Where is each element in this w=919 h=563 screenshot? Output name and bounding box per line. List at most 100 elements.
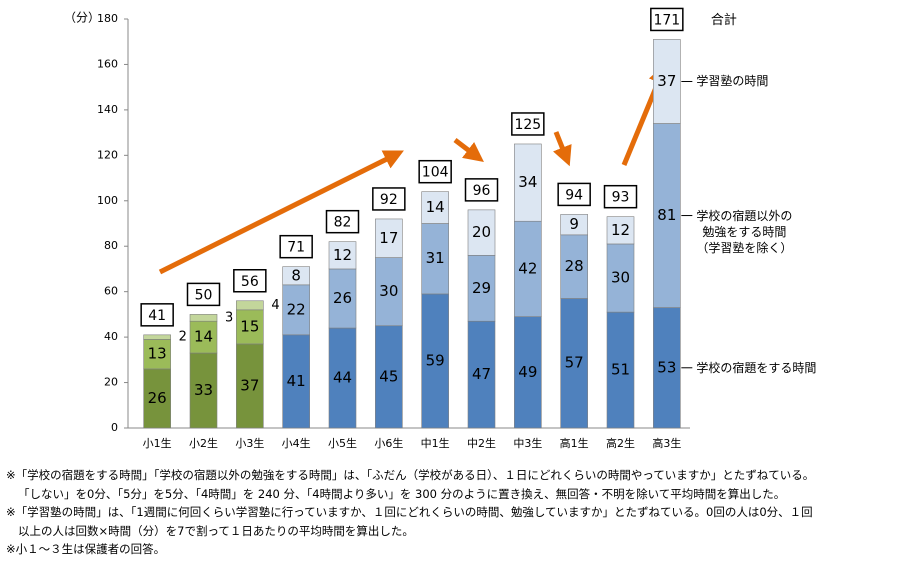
total-box xyxy=(372,187,406,211)
data-label: 15 xyxy=(240,317,259,335)
legend-label: 学校の宿題以外の 勉強をする時間 （学習塾を除く） xyxy=(696,208,793,255)
total-box xyxy=(511,112,545,136)
footnote: ※「学習塾の時間」は、「1週間に何回くらい学習塾に行っていますか、１回にどれくら… xyxy=(6,505,813,519)
data-label: 30 xyxy=(611,269,630,287)
footnote: ※「学校の宿題をする時間」「学校の宿題以外の勉強をする時間」は、「ふだん（学校が… xyxy=(6,468,815,482)
y-tick-label: 160 xyxy=(97,57,118,70)
bar-segment xyxy=(375,218,403,258)
y-tick-label: 40 xyxy=(104,330,118,343)
data-label: 17 xyxy=(379,229,398,247)
bar-segment xyxy=(143,334,171,340)
bar-segment xyxy=(143,368,171,429)
y-tick-label: 0 xyxy=(111,421,118,434)
bar-segment xyxy=(606,311,635,429)
data-label: 47 xyxy=(472,365,491,383)
data-label: 28 xyxy=(565,257,584,275)
legend-label: 学校の宿題をする時間 xyxy=(696,360,817,375)
data-label: 2 xyxy=(179,330,187,345)
bar-segment xyxy=(282,266,310,286)
bar-segment xyxy=(653,123,681,308)
total-box xyxy=(650,7,684,32)
x-tick-label: 中1生 xyxy=(421,436,450,450)
bar-segment xyxy=(375,257,403,327)
bar-segment xyxy=(514,316,542,429)
bar-segment xyxy=(467,209,496,256)
data-label: 26 xyxy=(333,289,352,307)
data-label: 3 xyxy=(225,310,233,325)
data-label: 59 xyxy=(426,351,445,369)
data-label: 13 xyxy=(148,345,167,363)
data-label: 41 xyxy=(287,372,306,390)
total-label: 82 xyxy=(334,215,352,231)
data-label: 81 xyxy=(657,206,676,224)
total-label: 104 xyxy=(422,165,449,181)
y-tick-label: 180 xyxy=(97,12,118,25)
data-label: 34 xyxy=(518,173,537,191)
bar-segment xyxy=(189,314,218,322)
y-tick-label: 100 xyxy=(97,194,118,207)
data-label: 30 xyxy=(379,282,398,300)
total-box xyxy=(140,303,174,327)
total-label: 93 xyxy=(612,190,630,206)
trend-arrow xyxy=(453,138,484,163)
total-box xyxy=(325,209,360,234)
bar-segment xyxy=(467,255,496,322)
bar-segment xyxy=(560,298,588,429)
total-label: 125 xyxy=(514,117,541,133)
data-label: 12 xyxy=(611,221,630,239)
data-label: 26 xyxy=(148,389,167,407)
data-label: 31 xyxy=(426,249,445,267)
data-label: 4 xyxy=(271,298,279,313)
bar-segment xyxy=(467,320,496,429)
total-box xyxy=(233,269,267,293)
bar-segment xyxy=(236,300,264,311)
data-label: 33 xyxy=(194,381,213,399)
data-label: 37 xyxy=(240,376,259,394)
total-label: 94 xyxy=(565,187,583,203)
bar-segment xyxy=(560,234,588,299)
total-label: 96 xyxy=(473,183,491,199)
x-tick-label: 中3生 xyxy=(513,436,542,450)
total-box xyxy=(464,178,499,202)
data-label: 8 xyxy=(291,266,301,284)
total-label: 71 xyxy=(287,240,305,256)
x-tick-label: 小5生 xyxy=(328,436,357,450)
total-box xyxy=(557,182,591,207)
bar-segment xyxy=(514,143,542,222)
footnote: 以上の人は回数×時間（分）を7で割って１日あたりの平均時間を算出した。 xyxy=(18,523,414,538)
x-tick-label: 小6生 xyxy=(374,436,403,450)
bar-segment xyxy=(236,343,264,429)
total-box xyxy=(186,282,221,307)
total-label: 41 xyxy=(148,308,166,324)
data-label: 22 xyxy=(287,300,306,318)
data-label: 51 xyxy=(611,361,630,379)
bar-segment xyxy=(421,191,449,224)
data-label: 44 xyxy=(333,369,352,387)
trend-arrow xyxy=(553,131,572,167)
bar-segment xyxy=(375,325,403,429)
data-label: 37 xyxy=(657,72,676,90)
y-tick-label: 140 xyxy=(97,103,118,116)
footnote: 「しない」を0分、「5分」を5分、「4時間」を 240 分、「4時間より多い」を… xyxy=(18,486,786,501)
data-label: 20 xyxy=(472,223,491,241)
x-tick-label: 高2生 xyxy=(606,436,635,450)
total-label: 50 xyxy=(195,287,213,303)
x-tick-label: 小1生 xyxy=(143,436,172,450)
footnote: ※小１～３生は保護者の回答。 xyxy=(6,542,166,556)
data-label: 57 xyxy=(565,354,584,372)
data-label: 9 xyxy=(569,215,579,233)
bar-segment xyxy=(606,243,635,313)
total-label: 92 xyxy=(380,192,398,208)
total-box xyxy=(418,159,452,184)
bar-segment xyxy=(189,352,218,429)
y-tick-label: 120 xyxy=(97,148,118,161)
x-tick-label: 高3生 xyxy=(652,436,681,450)
data-label: 29 xyxy=(472,279,491,297)
bar-segment xyxy=(328,268,357,329)
y-tick-label: 60 xyxy=(104,285,118,298)
total-box xyxy=(279,234,313,259)
data-label: 14 xyxy=(426,198,445,216)
data-label: 49 xyxy=(518,363,537,381)
x-tick-label: 小2生 xyxy=(189,436,218,450)
